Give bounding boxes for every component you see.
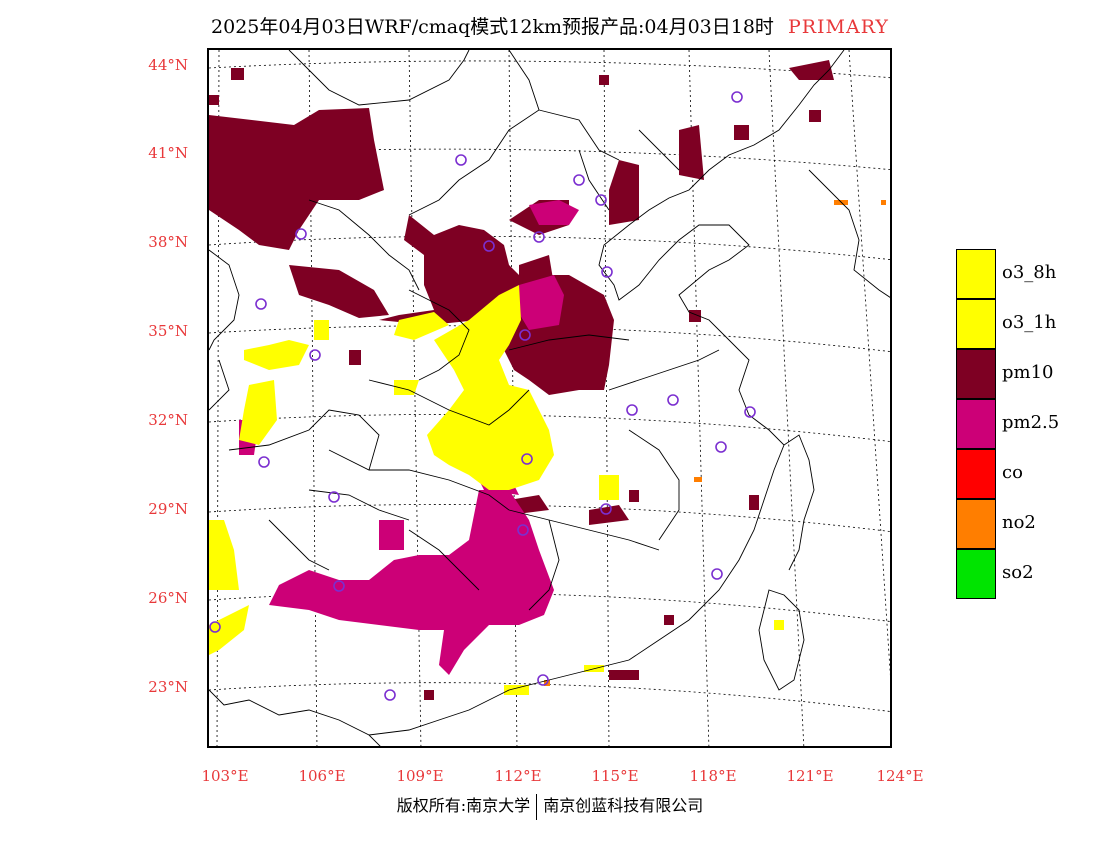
legend-swatch bbox=[956, 249, 996, 299]
copyright: 版权所有:南京大学 南京创蓝科技有限公司 bbox=[0, 792, 1100, 820]
lon-label-112e: 112°E bbox=[494, 767, 542, 785]
lat-label-26n: 26°N bbox=[148, 589, 188, 607]
legend: o3_8h o3_1h pm10 pm2.5 co no2 so2 bbox=[956, 249, 1100, 599]
lon-label-103e: 103°E bbox=[201, 767, 249, 785]
legend-label: o3_8h bbox=[1002, 262, 1057, 283]
legend-item-no2: no2 bbox=[956, 499, 1100, 549]
station-markers bbox=[209, 91, 756, 701]
legend-item-o3-1h: o3_1h bbox=[956, 299, 1100, 349]
legend-label: pm2.5 bbox=[1002, 412, 1060, 433]
no2-areas bbox=[544, 200, 886, 686]
lat-label-44n: 44°N bbox=[148, 56, 188, 74]
lat-label-41n: 41°N bbox=[148, 144, 188, 162]
lon-label-106e: 106°E bbox=[298, 767, 346, 785]
o3-areas bbox=[209, 285, 784, 695]
map-title: 2025年04月03日WRF/cmaq模式12km预报产品:04月03日18时 P… bbox=[0, 12, 1100, 39]
legend-label: co bbox=[1002, 462, 1023, 483]
legend-item-o3-8h: o3_8h bbox=[956, 249, 1100, 299]
lon-label-118e: 118°E bbox=[689, 767, 737, 785]
forecast-map bbox=[209, 50, 890, 746]
lat-label-35n: 35°N bbox=[148, 322, 188, 340]
lat-label-38n: 38°N bbox=[148, 233, 188, 251]
legend-item-pm25: pm2.5 bbox=[956, 399, 1100, 449]
lon-label-115e: 115°E bbox=[591, 767, 639, 785]
legend-swatch bbox=[956, 449, 996, 499]
legend-label: so2 bbox=[1002, 562, 1034, 583]
copyright-owner: 版权所有:南京大学 bbox=[396, 796, 531, 815]
map-frame bbox=[207, 48, 892, 748]
legend-swatch bbox=[956, 399, 996, 449]
primary-tag: PRIMARY bbox=[787, 16, 889, 38]
title-text: 2025年04月03日WRF/cmaq模式12km预报产品:04月03日18时 bbox=[211, 16, 774, 38]
lon-label-124e: 124°E bbox=[876, 767, 924, 785]
legend-swatch bbox=[956, 499, 996, 549]
legend-swatch bbox=[956, 299, 996, 349]
lon-label-109e: 109°E bbox=[396, 767, 444, 785]
pm25-areas bbox=[239, 200, 579, 675]
legend-item-pm10: pm10 bbox=[956, 349, 1100, 399]
legend-label: no2 bbox=[1002, 512, 1036, 533]
legend-label: o3_1h bbox=[1002, 312, 1057, 333]
lon-label-121e: 121°E bbox=[786, 767, 834, 785]
legend-item-so2: so2 bbox=[956, 549, 1100, 599]
lat-label-23n: 23°N bbox=[148, 678, 188, 696]
copyright-company: 南京创蓝科技有限公司 bbox=[543, 796, 704, 815]
legend-item-co: co bbox=[956, 449, 1100, 499]
legend-swatch bbox=[956, 349, 996, 399]
legend-swatch bbox=[956, 549, 996, 599]
boundaries bbox=[209, 50, 890, 746]
copyright-divider bbox=[536, 793, 538, 820]
lat-label-32n: 32°N bbox=[148, 411, 188, 429]
lat-label-29n: 29°N bbox=[148, 500, 188, 518]
legend-label: pm10 bbox=[1002, 362, 1054, 383]
